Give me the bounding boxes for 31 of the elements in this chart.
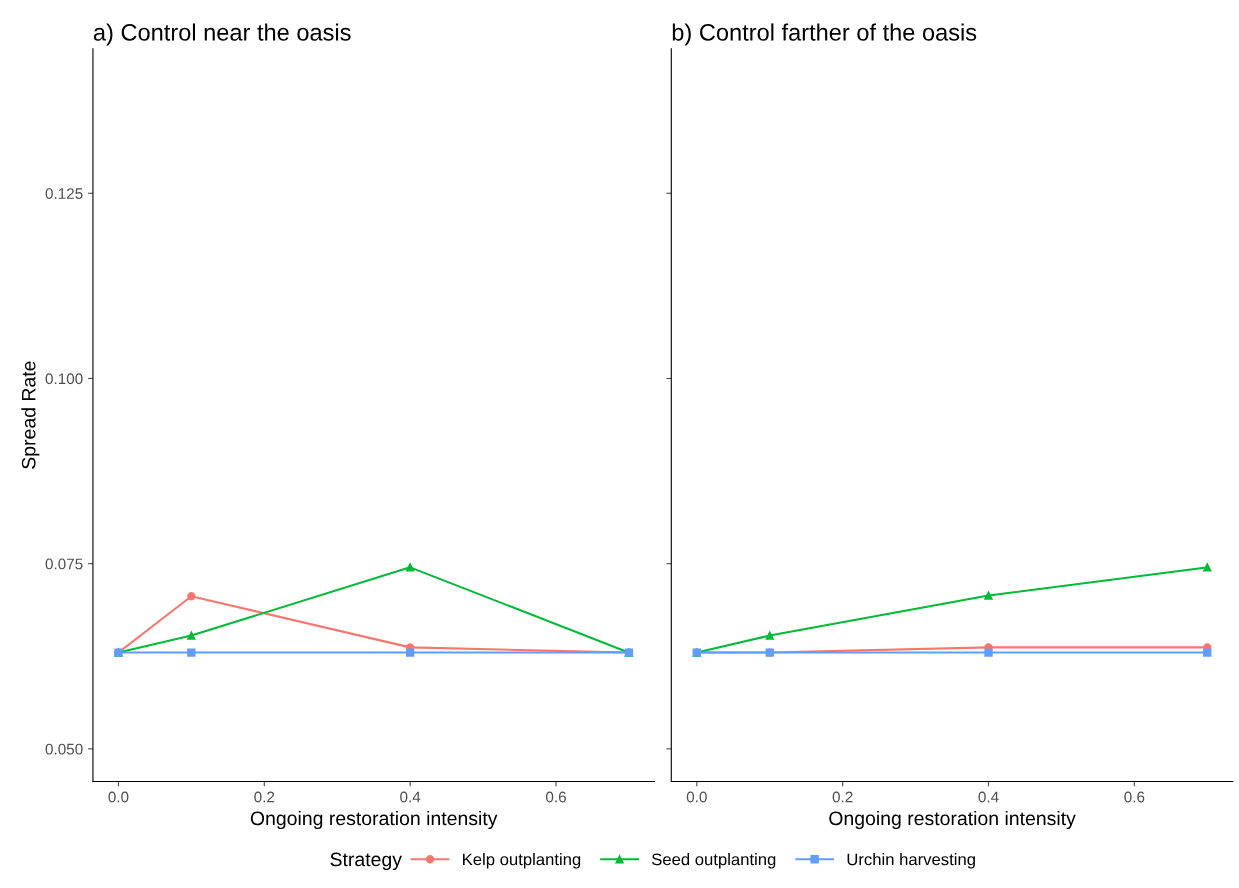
y-tick-label: 0.125	[45, 188, 83, 199]
legend-title: Strategy	[330, 852, 402, 871]
point	[187, 648, 196, 657]
point	[405, 648, 415, 657]
y-tick-label: 0.100	[45, 373, 83, 385]
y-axis-title: Spread Rate	[21, 361, 40, 469]
x-tick-label: 0.0	[108, 791, 129, 803]
point	[984, 648, 993, 657]
y-tick-label: 0.050	[45, 743, 83, 755]
point	[984, 591, 993, 600]
legend-label: Kelp outplanting	[463, 853, 581, 869]
x-tick-label: 0.6	[545, 791, 566, 803]
x-axis-title: Ongoing restoration intensity	[829, 810, 1076, 830]
x-tick-label: 0.2	[254, 791, 275, 803]
x-tick-label: 0.4	[978, 791, 999, 803]
x-tick-label: 0.0	[686, 791, 707, 803]
legend-label: Seed outplanting	[651, 853, 776, 869]
point	[1203, 648, 1212, 657]
point	[765, 631, 774, 640]
legend-label: Urchin harvesting	[847, 853, 975, 869]
point	[187, 631, 196, 640]
x-tick-label: 0.4	[400, 791, 421, 803]
x-tick-label: 0.6	[1124, 791, 1145, 803]
point	[187, 592, 196, 601]
point	[1203, 563, 1212, 572]
x-tick-label: 0.2	[832, 791, 853, 803]
y-tick-label: 0.075	[45, 558, 83, 570]
chart-title: a) Control near the oasis	[93, 23, 351, 46]
point	[405, 563, 415, 572]
x-axis-title: Ongoing restoration intensity	[250, 810, 498, 830]
chart-title: b) Control farther of the oasis	[672, 23, 977, 46]
